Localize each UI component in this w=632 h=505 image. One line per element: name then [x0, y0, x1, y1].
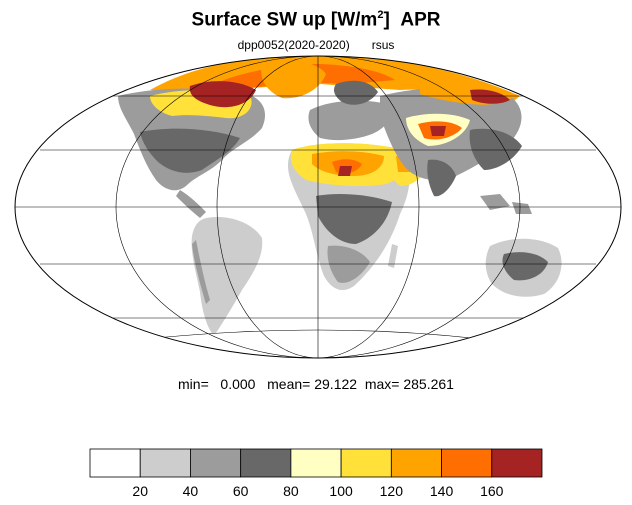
subtitle-variable: rsus — [371, 38, 395, 52]
globe-outline — [14, 55, 622, 359]
title-bracket: ] — [383, 9, 390, 31]
india — [427, 159, 456, 197]
title-text: Surface SW up [W/m — [191, 9, 378, 31]
east-asia — [469, 128, 522, 170]
usa-grey — [140, 128, 240, 173]
colorbar-bin — [441, 448, 493, 478]
australia-interior — [502, 252, 548, 281]
stats-max-value: 285.261 — [403, 376, 454, 392]
andes — [192, 240, 210, 304]
land-field — [15, 56, 621, 358]
colorbar-tick-label: 120 — [380, 483, 404, 499]
map-subtitle: dpp0052(2020-2020) rsus — [0, 38, 632, 52]
south-america — [191, 216, 263, 336]
central-africa — [316, 194, 392, 244]
colorbar-tick-label: 160 — [480, 483, 504, 499]
colorbar-tick-label: 40 — [183, 483, 199, 499]
colorbar-tick-label: 100 — [329, 483, 353, 499]
tibet-max — [430, 126, 446, 136]
colorbar-bin — [89, 448, 141, 478]
siberia-hot — [470, 89, 510, 104]
subtitle-experiment: dpp0052(2020-2020) — [237, 38, 350, 52]
stats-max-label: max= — [364, 376, 400, 392]
title-month: APR — [400, 9, 441, 31]
colorbar-bin — [139, 448, 191, 478]
map-title: Surface SW up [W/m2] APR — [0, 9, 632, 31]
madagascar — [388, 244, 398, 268]
colorbar-bin — [290, 448, 342, 478]
stats-min-label: min= — [178, 376, 209, 392]
sahara-max — [338, 166, 352, 176]
europe — [308, 100, 391, 141]
hudson-region — [189, 81, 256, 108]
se-asia-islands — [480, 194, 532, 214]
colorbar-tick-label: 20 — [132, 483, 148, 499]
colorbar-bin — [491, 448, 543, 478]
stats-line: min= 0.000 mean= 29.122 max= 285.261 — [0, 376, 632, 392]
central-america — [176, 190, 206, 218]
stats-mean-value: 29.122 — [314, 376, 358, 392]
graticule — [15, 56, 621, 358]
colorbar-bin — [190, 448, 242, 478]
colorbar-tick-label: 140 — [430, 483, 454, 499]
colorbar-bin — [240, 448, 292, 478]
greenland — [261, 60, 326, 99]
scandinavia — [334, 80, 378, 105]
stats-mean-label: mean= — [267, 376, 311, 392]
stats-min-value: 0.000 — [220, 376, 256, 392]
title-superscript: 2 — [377, 9, 384, 21]
colorbar-bin — [390, 448, 442, 478]
colorbar-tick-label: 60 — [233, 483, 249, 499]
colorbar-bin — [340, 448, 392, 478]
colorbar-tick-label: 80 — [283, 483, 299, 499]
